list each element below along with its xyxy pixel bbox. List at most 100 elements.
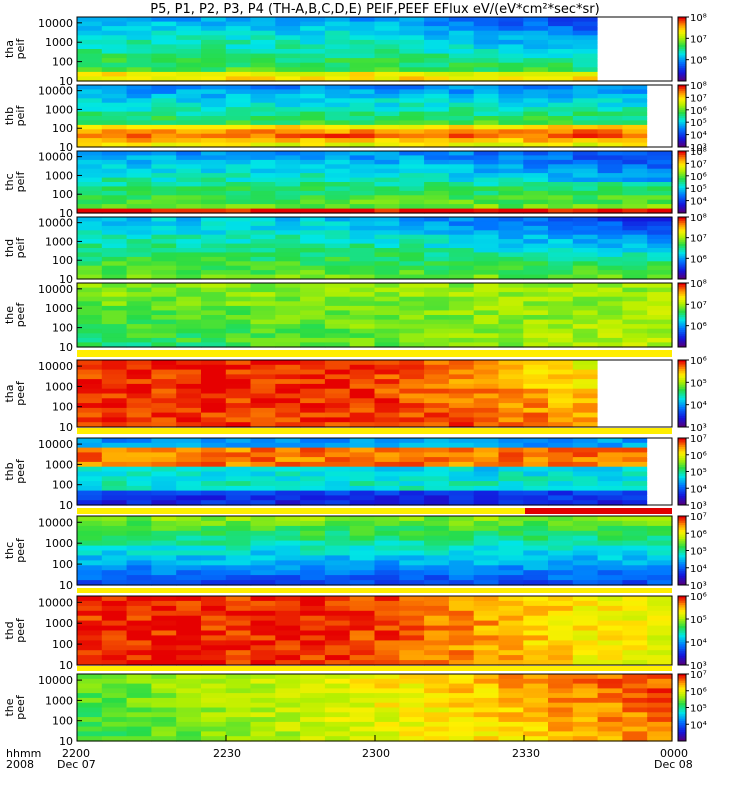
heatmap-cell (176, 292, 202, 298)
heatmap-cell (77, 393, 103, 399)
heatmap-cell (597, 550, 623, 556)
heatmap-cell (374, 369, 400, 375)
heatmap-cell (597, 640, 623, 646)
heatmap-cell (225, 540, 252, 547)
heatmap-cell (473, 71, 500, 78)
y-tick-label: 1000 (45, 458, 73, 471)
heatmap-cell (77, 35, 103, 41)
heatmap-cell (523, 369, 549, 375)
heatmap-cell (349, 615, 376, 622)
heatmap-cell (250, 116, 276, 121)
heatmap-cell (101, 111, 128, 117)
heatmap-cell (300, 369, 326, 375)
colorbar-tick-label: 10⁷ (690, 93, 707, 104)
colorbar-segment (678, 85, 686, 88)
colorbar-segment (678, 87, 686, 90)
heatmap-cell (275, 296, 301, 302)
heatmap-cell (374, 457, 400, 463)
heatmap-cell (349, 545, 376, 552)
heatmap-cell (77, 525, 103, 532)
heatmap-cell (324, 693, 351, 699)
heatmap-cell (424, 328, 450, 334)
heatmap-cell (77, 702, 103, 709)
heatmap-cell (597, 324, 623, 330)
heatmap-cell (647, 535, 673, 542)
heatmap-cell (622, 447, 648, 453)
heatmap-cell (77, 466, 103, 473)
heatmap-cell (349, 383, 376, 390)
heatmap-cell (622, 234, 648, 240)
heatmap-cell (597, 615, 623, 622)
heatmap-cell (77, 58, 103, 64)
heatmap-cell (101, 333, 128, 339)
heatmap-cell (498, 655, 524, 661)
heatmap-cell (548, 39, 574, 46)
heatmap-cell (548, 107, 574, 113)
heatmap-cell (424, 393, 450, 399)
heatmap-cell (399, 138, 425, 144)
heatmap-cell (647, 120, 673, 126)
heatmap-cell (374, 195, 400, 201)
heatmap-cell (126, 457, 152, 463)
heatmap-cell (176, 697, 202, 704)
heatmap-cell (473, 500, 500, 506)
heatmap-cell (275, 540, 301, 547)
heatmap-cell (548, 49, 574, 55)
heatmap-cell (151, 230, 177, 236)
heatmap-cell (349, 328, 376, 334)
heatmap-cell (498, 393, 524, 399)
heatmap-cell (622, 596, 648, 602)
heatmap-cell (523, 53, 549, 59)
heatmap-cell (151, 610, 177, 617)
heatmap-cell (250, 98, 276, 104)
heatmap-cell (126, 697, 152, 704)
heatmap-cell (151, 239, 177, 245)
heatmap-cell (448, 155, 475, 161)
heatmap-cell (176, 726, 202, 732)
colorbar-segment (678, 308, 686, 312)
heatmap-cell (597, 58, 623, 64)
heatmap-cell (77, 630, 103, 636)
colorbar-segment (678, 126, 686, 129)
heatmap-cell (250, 217, 276, 222)
heatmap-cell (275, 333, 301, 339)
heatmap-cell (597, 520, 623, 527)
heatmap-cell (275, 575, 301, 581)
heatmap-cell (101, 129, 128, 135)
heatmap-cell (523, 21, 549, 27)
heatmap-cell (622, 265, 648, 271)
heatmap-cell (548, 471, 574, 477)
heatmap-cell (473, 736, 500, 742)
heatmap-cell (324, 120, 351, 126)
heatmap-cell (448, 580, 475, 586)
heatmap-cell (126, 120, 152, 126)
heatmap-cell (548, 555, 574, 561)
heatmap-cell (275, 274, 301, 280)
heatmap-cell (374, 182, 400, 187)
heatmap-cell (374, 107, 400, 113)
heatmap-cell (647, 305, 673, 312)
heatmap-cell (647, 697, 673, 704)
heatmap-cell (424, 438, 450, 444)
heatmap-cell (176, 485, 202, 492)
y-tick-label: 10000 (38, 151, 73, 164)
heatmap-cell (424, 655, 450, 661)
heatmap-cell (151, 76, 177, 82)
heatmap-cell (300, 265, 326, 271)
heatmap-cell (77, 565, 103, 571)
heatmap-cell (424, 379, 450, 385)
heatmap-cell (300, 164, 326, 170)
heatmap-cell (225, 30, 252, 36)
heatmap-cell (424, 261, 450, 267)
heatmap-cell (151, 204, 177, 210)
heatmap-cell (151, 379, 177, 385)
heatmap-cell (622, 319, 648, 325)
heatmap-cell (126, 328, 152, 334)
colorbar-segment (678, 304, 686, 307)
heatmap-cell (498, 688, 524, 694)
heatmap-cell (101, 296, 128, 302)
heatmap-cell (572, 89, 599, 95)
heatmap-cell (77, 693, 103, 699)
heatmap-cell (448, 412, 475, 418)
heatmap-cell (523, 173, 549, 179)
